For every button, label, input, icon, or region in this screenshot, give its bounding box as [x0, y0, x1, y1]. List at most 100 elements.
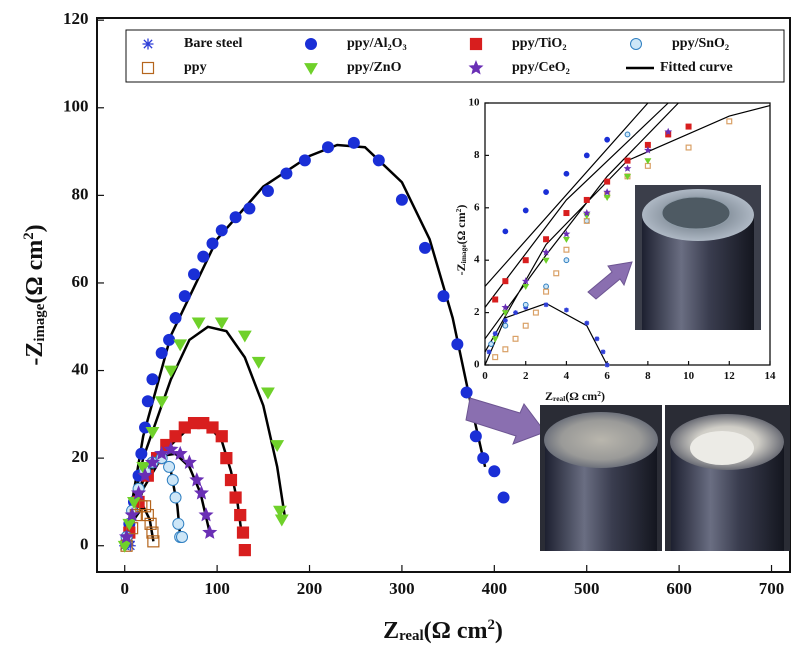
y-tick-label: 2	[474, 306, 480, 318]
data-point	[261, 184, 274, 197]
data-point	[522, 207, 529, 214]
data-point	[564, 307, 569, 313]
label-part: 2	[454, 208, 463, 212]
data-point	[594, 336, 600, 342]
legend-label: ppy/CeO₂	[512, 60, 570, 75]
data-point	[169, 430, 182, 443]
data-point	[501, 310, 509, 317]
legend	[125, 29, 785, 83]
x-tick-label: 300	[389, 579, 415, 598]
data-point	[206, 237, 219, 250]
data-point	[543, 302, 549, 308]
data-point	[154, 396, 169, 409]
data-point	[243, 202, 256, 215]
data-point	[603, 188, 612, 196]
data-point	[141, 508, 154, 522]
data-point	[604, 136, 611, 143]
legend-label: ppy/ZnO	[347, 60, 402, 75]
data-point	[176, 530, 189, 543]
data-point	[234, 508, 247, 522]
data-point	[118, 529, 135, 544]
data-point	[274, 514, 289, 527]
data-point	[502, 278, 509, 285]
data-point	[229, 211, 242, 224]
data-point	[124, 507, 140, 522]
y-tick-label: 60	[72, 272, 89, 291]
data-point	[492, 354, 499, 361]
data-point	[623, 164, 632, 172]
data-point	[395, 193, 408, 206]
data-point	[542, 248, 550, 256]
data-point	[502, 228, 509, 235]
legend-label: ppy/Al₂O₃	[347, 36, 407, 51]
data-point	[543, 189, 549, 195]
data-point	[513, 310, 518, 315]
data-point	[141, 395, 154, 408]
data-point	[492, 331, 498, 336]
x-tick-label: 8	[645, 370, 651, 382]
data-point	[261, 387, 275, 400]
data-point	[178, 290, 191, 303]
label-part: real	[399, 628, 424, 644]
data-point	[685, 144, 692, 151]
data-point	[583, 196, 590, 203]
x-tick-label: 12	[724, 370, 736, 382]
data-point	[224, 473, 238, 487]
data-point	[624, 131, 631, 138]
data-point	[347, 136, 360, 149]
photo	[540, 405, 662, 551]
data-point	[543, 283, 549, 290]
data-point	[664, 127, 673, 135]
data-point	[164, 365, 178, 378]
data-point	[298, 154, 311, 167]
data-point	[130, 485, 147, 500]
data-point	[189, 472, 205, 487]
data-point	[145, 426, 160, 439]
data-point	[251, 356, 266, 369]
data-point	[280, 167, 293, 180]
data-point	[188, 268, 201, 281]
data-point	[553, 270, 560, 277]
photo	[635, 185, 761, 330]
data-point	[146, 373, 159, 386]
x-tick-label: 4	[564, 370, 570, 382]
data-point	[563, 170, 570, 177]
label-part: 2	[597, 389, 601, 398]
label-part: (Ω cm	[22, 240, 48, 304]
y-tick-label: 80	[72, 184, 89, 203]
x-axis-label: Zreal(Ω cm2)	[545, 389, 605, 403]
data-point	[146, 526, 159, 539]
data-point	[172, 517, 185, 530]
data-point	[136, 461, 151, 474]
data-point	[543, 236, 550, 243]
y-tick-label: 0	[474, 359, 480, 371]
data-point	[532, 309, 539, 316]
x-tick-label: 14	[765, 370, 777, 382]
legend-marker	[141, 61, 155, 75]
legend-marker	[142, 38, 154, 50]
photos	[465, 397, 790, 551]
data-point	[543, 288, 550, 295]
label-part: (Ω cm	[424, 618, 488, 644]
data-point	[522, 257, 529, 264]
data-point	[685, 123, 692, 130]
x-tick-label: 0	[482, 370, 488, 382]
x-tick-label: 2	[523, 370, 529, 382]
data-point	[492, 296, 499, 303]
data-point	[604, 178, 611, 185]
legend-marker	[630, 38, 642, 50]
arrow	[587, 261, 633, 300]
data-point	[322, 141, 334, 154]
data-point	[169, 311, 182, 324]
data-point	[502, 322, 509, 329]
data-point	[522, 283, 530, 291]
data-point	[624, 157, 631, 164]
label-part: 2	[21, 232, 37, 239]
fitted-curve	[484, 102, 771, 366]
data-point	[144, 454, 160, 469]
inset-photo-group	[587, 185, 761, 330]
data-point	[726, 118, 733, 125]
data-point	[172, 445, 188, 461]
legend-label: ppy	[184, 60, 207, 75]
